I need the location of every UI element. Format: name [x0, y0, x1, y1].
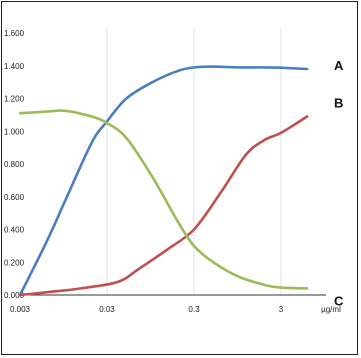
y-tick-label: 1.400 [4, 62, 25, 71]
series-labels: A B C [334, 58, 344, 308]
x-tick-label: 0.3 [188, 305, 200, 314]
y-tick-label: 0.600 [4, 193, 25, 202]
x-tick-label: 0.03 [99, 305, 115, 314]
grid-lines [106, 28, 282, 295]
series-label-a: A [334, 58, 344, 73]
series-line-a [18, 65, 309, 297]
x-unit-label: µg/ml [321, 305, 341, 314]
y-tick-label: 1.600 [4, 29, 25, 38]
y-tick-label: 1.200 [4, 95, 25, 104]
series-line-c [18, 109, 309, 290]
series-lines [18, 65, 309, 297]
x-tick-labels: 0.003 0.03 0.3 3 [10, 305, 284, 314]
series-label-c: C [334, 293, 344, 308]
y-tick-label: 0.200 [4, 258, 25, 267]
y-tick-labels: 0.000 0.200 0.400 0.600 0.800 1.000 1.200 1.400… [4, 29, 25, 300]
x-tick-label: 0.003 [10, 305, 31, 314]
x-tick-label: 3 [279, 305, 284, 314]
y-tick-label: 0.400 [4, 226, 25, 235]
y-tick-label: 0.800 [4, 160, 25, 169]
series-label-b: B [334, 96, 343, 111]
series-line-b [18, 115, 309, 297]
chart-frame [1, 1, 358, 355]
y-tick-label: 1.000 [4, 127, 25, 136]
y-tick-label: 0.000 [4, 291, 25, 300]
